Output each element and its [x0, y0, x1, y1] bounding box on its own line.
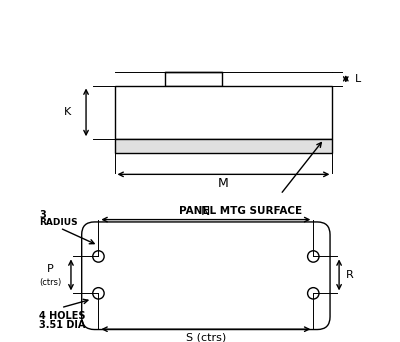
Polygon shape — [114, 139, 332, 153]
Text: 3: 3 — [39, 210, 46, 220]
Text: PANEL MTG SURFACE: PANEL MTG SURFACE — [179, 206, 302, 216]
Text: S (ctrs): S (ctrs) — [186, 332, 226, 342]
Text: N: N — [201, 205, 210, 218]
Text: 3.51 DIA: 3.51 DIA — [39, 320, 86, 330]
Text: L: L — [354, 74, 361, 84]
Text: K: K — [64, 107, 71, 117]
FancyBboxPatch shape — [82, 222, 330, 330]
Text: RADIUS: RADIUS — [39, 219, 78, 227]
Polygon shape — [114, 86, 332, 139]
Text: (ctrs): (ctrs) — [39, 278, 61, 287]
Text: 4 HOLES: 4 HOLES — [39, 311, 86, 321]
Text: M: M — [218, 177, 229, 190]
Polygon shape — [165, 72, 222, 86]
Text: R: R — [346, 270, 354, 280]
Text: P: P — [47, 264, 54, 274]
